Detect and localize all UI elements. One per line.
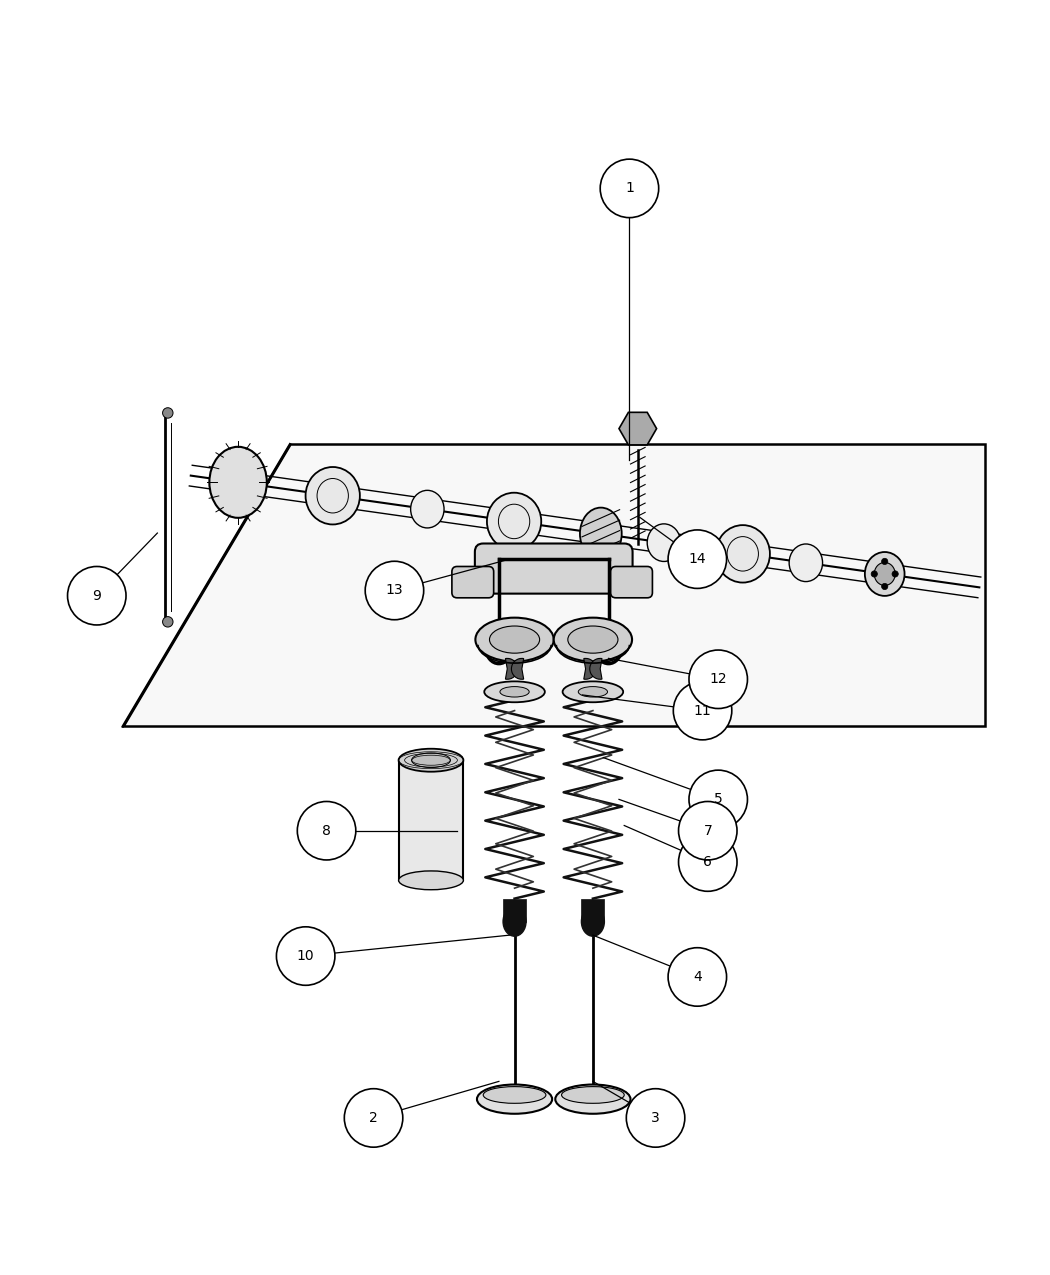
Circle shape bbox=[678, 802, 737, 859]
Ellipse shape bbox=[399, 748, 463, 771]
Ellipse shape bbox=[875, 562, 896, 585]
Circle shape bbox=[689, 770, 748, 829]
Ellipse shape bbox=[562, 1086, 624, 1103]
Circle shape bbox=[668, 530, 727, 588]
Circle shape bbox=[344, 1089, 403, 1148]
Ellipse shape bbox=[555, 1085, 630, 1114]
Text: 11: 11 bbox=[694, 704, 712, 718]
Ellipse shape bbox=[411, 491, 444, 528]
Ellipse shape bbox=[477, 1085, 552, 1114]
Circle shape bbox=[882, 558, 888, 565]
Ellipse shape bbox=[306, 467, 360, 524]
Circle shape bbox=[601, 159, 658, 218]
Ellipse shape bbox=[647, 524, 680, 561]
Ellipse shape bbox=[580, 507, 622, 560]
FancyBboxPatch shape bbox=[611, 566, 652, 598]
Text: 5: 5 bbox=[714, 792, 722, 806]
Ellipse shape bbox=[209, 446, 267, 518]
Circle shape bbox=[626, 1089, 685, 1148]
FancyBboxPatch shape bbox=[475, 543, 632, 594]
Ellipse shape bbox=[563, 681, 624, 703]
Text: 12: 12 bbox=[710, 672, 727, 686]
Circle shape bbox=[882, 584, 888, 589]
Text: 6: 6 bbox=[704, 856, 712, 870]
Ellipse shape bbox=[399, 871, 463, 890]
Text: 1: 1 bbox=[625, 181, 634, 195]
Text: 2: 2 bbox=[370, 1111, 378, 1125]
Circle shape bbox=[67, 566, 126, 625]
Ellipse shape bbox=[489, 626, 540, 653]
Ellipse shape bbox=[484, 681, 545, 703]
Wedge shape bbox=[590, 658, 602, 680]
Ellipse shape bbox=[865, 552, 904, 595]
Ellipse shape bbox=[579, 687, 608, 697]
Ellipse shape bbox=[503, 907, 526, 936]
Ellipse shape bbox=[582, 907, 605, 936]
Ellipse shape bbox=[412, 754, 450, 768]
Ellipse shape bbox=[500, 687, 529, 697]
Circle shape bbox=[872, 571, 878, 578]
Ellipse shape bbox=[568, 626, 618, 653]
Circle shape bbox=[673, 681, 732, 739]
Text: 14: 14 bbox=[689, 552, 707, 566]
Text: 10: 10 bbox=[297, 949, 315, 963]
FancyBboxPatch shape bbox=[452, 566, 494, 598]
Circle shape bbox=[163, 617, 173, 627]
Circle shape bbox=[668, 947, 727, 1006]
Text: 4: 4 bbox=[693, 970, 701, 984]
Wedge shape bbox=[511, 658, 524, 680]
Ellipse shape bbox=[487, 492, 541, 550]
FancyBboxPatch shape bbox=[582, 899, 605, 922]
Wedge shape bbox=[505, 658, 518, 680]
Wedge shape bbox=[584, 658, 596, 680]
Ellipse shape bbox=[553, 617, 632, 662]
Ellipse shape bbox=[476, 617, 553, 662]
Circle shape bbox=[297, 802, 356, 859]
Text: 9: 9 bbox=[92, 589, 101, 603]
Ellipse shape bbox=[790, 544, 822, 581]
Text: 3: 3 bbox=[651, 1111, 660, 1125]
Polygon shape bbox=[123, 444, 985, 727]
Text: 8: 8 bbox=[322, 824, 331, 838]
Ellipse shape bbox=[716, 525, 770, 583]
FancyBboxPatch shape bbox=[503, 899, 526, 922]
FancyBboxPatch shape bbox=[399, 760, 463, 880]
Circle shape bbox=[892, 571, 899, 578]
Circle shape bbox=[276, 927, 335, 986]
Text: 13: 13 bbox=[385, 584, 403, 598]
Circle shape bbox=[365, 561, 424, 620]
Ellipse shape bbox=[483, 1086, 546, 1103]
Text: 7: 7 bbox=[704, 824, 712, 838]
Circle shape bbox=[689, 650, 748, 709]
Circle shape bbox=[678, 833, 737, 891]
Circle shape bbox=[163, 408, 173, 418]
